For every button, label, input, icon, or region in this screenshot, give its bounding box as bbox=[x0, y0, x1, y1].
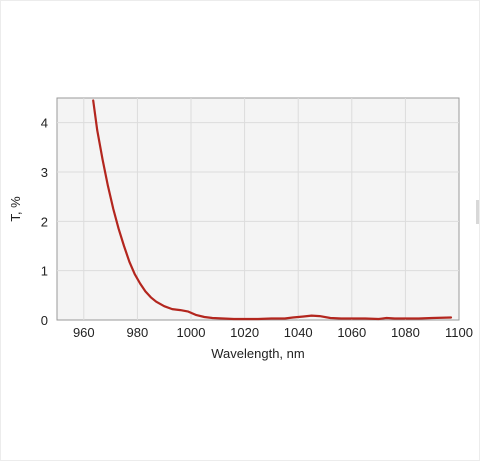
edge-scroll-mark bbox=[476, 200, 479, 224]
y-tick-label: 4 bbox=[41, 116, 48, 131]
y-axis-label: T, % bbox=[8, 196, 23, 222]
y-tick-label: 2 bbox=[41, 214, 48, 229]
y-tick-label: 3 bbox=[41, 165, 48, 180]
x-tick-label: 1040 bbox=[284, 325, 313, 340]
series-line-1 bbox=[92, 99, 453, 321]
y-tick-label: 1 bbox=[41, 264, 48, 279]
plot-area bbox=[56, 97, 460, 321]
y-tick-labels: 0 1 2 3 4 bbox=[41, 116, 48, 328]
x-tick-label: 960 bbox=[73, 325, 95, 340]
x-tick-label: 1060 bbox=[337, 325, 366, 340]
series-group bbox=[92, 99, 453, 321]
x-tick-label: 1100 bbox=[445, 325, 473, 340]
x-tick-label: 1080 bbox=[391, 325, 420, 340]
x-tick-label: 980 bbox=[127, 325, 149, 340]
x-tick-label: 1000 bbox=[177, 325, 206, 340]
grid-lines bbox=[57, 98, 459, 320]
x-tick-label: 1020 bbox=[230, 325, 259, 340]
x-tick-labels: 960 980 1000 1020 1040 1060 1080 1100 bbox=[73, 325, 473, 340]
x-axis-label: Wavelength, nm bbox=[211, 346, 304, 361]
y-tick-label: 0 bbox=[41, 313, 48, 328]
